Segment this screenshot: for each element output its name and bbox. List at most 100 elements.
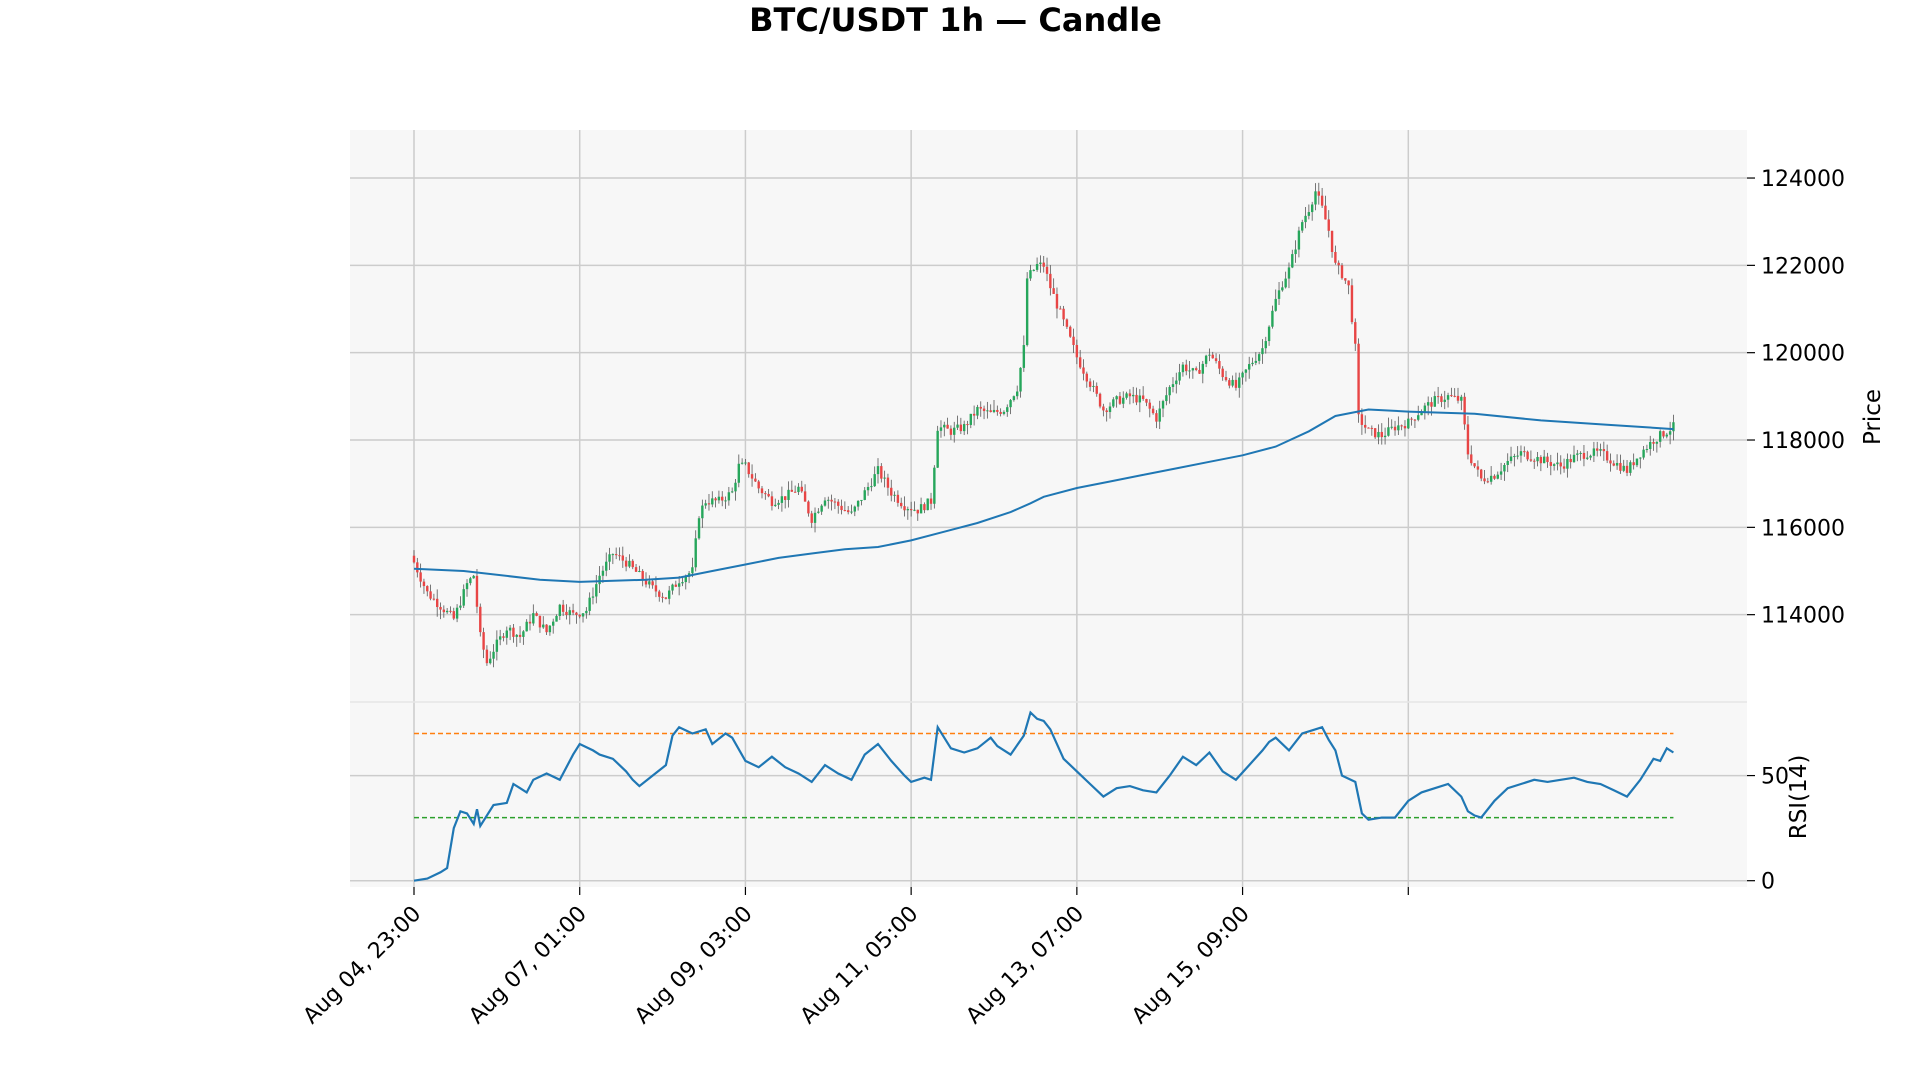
candle-body	[1059, 308, 1062, 310]
candles-layer	[412, 182, 1675, 668]
candle-body	[734, 482, 737, 492]
candle-body	[953, 427, 956, 435]
candle-body	[1052, 288, 1055, 294]
candle-body	[843, 510, 847, 512]
candle-body	[1387, 427, 1390, 436]
candle-body	[923, 504, 926, 511]
candle-body	[1609, 460, 1612, 464]
candle-body	[1211, 354, 1214, 359]
candle-body	[1665, 434, 1669, 437]
candle-body	[1095, 385, 1098, 394]
candle-body	[996, 409, 999, 412]
candle-body	[727, 492, 731, 501]
candle-body	[1489, 475, 1493, 482]
candle-body	[426, 586, 429, 592]
candle-body	[750, 474, 754, 479]
candle-body	[455, 607, 459, 619]
candle-body	[1347, 280, 1350, 286]
candle-body	[532, 613, 535, 624]
candle-body	[860, 499, 863, 501]
candle-body	[1407, 418, 1410, 429]
candle-body	[929, 498, 933, 504]
candle-body	[1642, 449, 1645, 458]
candle-body	[777, 502, 780, 505]
candle-body	[674, 584, 678, 587]
candle-body	[1629, 462, 1632, 473]
candle-body	[654, 585, 658, 592]
candle-body	[837, 501, 840, 506]
candle-body	[1324, 205, 1327, 220]
candle-body	[1562, 466, 1566, 469]
candle-body	[1357, 343, 1360, 415]
candle-body	[853, 506, 857, 512]
candle-body	[535, 613, 538, 616]
candle-body	[671, 584, 674, 591]
candle-body	[976, 406, 979, 416]
candle-body	[797, 486, 800, 493]
candle-body	[1460, 396, 1463, 401]
candle-body	[982, 408, 986, 412]
candle-body	[1443, 399, 1446, 402]
candle-body	[581, 613, 585, 617]
candle-body	[1377, 431, 1380, 438]
candle-body	[522, 631, 525, 637]
candle-body	[492, 651, 495, 659]
candle-body	[1310, 204, 1314, 213]
candle-body	[1032, 269, 1035, 271]
candle-body	[1122, 397, 1125, 404]
candle-body	[1006, 407, 1009, 412]
candle-body	[548, 625, 552, 633]
candle-body	[1582, 452, 1586, 459]
candle-body	[870, 486, 873, 488]
candle-body	[621, 555, 625, 561]
candle-body	[489, 658, 492, 664]
candle-body	[1440, 396, 1443, 402]
candle-body	[502, 636, 505, 638]
candle-body	[1029, 270, 1032, 279]
candle-body	[784, 496, 787, 500]
candle-body	[1370, 427, 1374, 429]
price-tick-label: 118000	[1761, 429, 1845, 454]
candle-body	[485, 649, 489, 664]
candle-body	[452, 611, 455, 619]
candle-body	[1397, 425, 1400, 431]
candle-body	[641, 570, 644, 580]
candle-body	[1549, 462, 1553, 466]
price-tick-label: 114000	[1761, 604, 1845, 629]
candle-body	[774, 504, 777, 506]
candle-body	[508, 627, 512, 631]
candle-body	[1198, 369, 1201, 374]
candle-body	[1423, 405, 1427, 412]
candle-body	[966, 424, 969, 426]
candle-body	[1012, 396, 1016, 401]
candle-body	[1138, 395, 1142, 403]
candle-body	[1188, 370, 1191, 372]
x-tick-label: Aug 11, 05:00	[796, 902, 924, 1030]
candle-body	[1533, 460, 1536, 462]
candle-body	[883, 477, 886, 479]
candle-body	[1360, 414, 1364, 425]
candle-body	[1271, 310, 1274, 327]
candle-body	[1069, 326, 1072, 337]
candle-body	[1337, 262, 1340, 266]
candle-body	[697, 518, 701, 539]
candle-body	[465, 583, 469, 590]
candle-body	[1098, 393, 1102, 407]
candle-body	[1214, 358, 1218, 362]
rsi-tick-label: 0	[1761, 870, 1775, 895]
candle-body	[1042, 262, 1045, 267]
candle-body	[926, 498, 929, 511]
price-tick-label: 124000	[1761, 167, 1845, 192]
candle-body	[542, 624, 545, 628]
candle-body	[1599, 449, 1602, 451]
candle-body	[886, 477, 890, 488]
candle-body	[711, 498, 714, 505]
candle-body	[1218, 361, 1221, 369]
candle-body	[644, 579, 648, 585]
candle-body	[1436, 396, 1440, 398]
candle-body	[1556, 462, 1559, 465]
candle-body	[1576, 453, 1579, 455]
candle-body	[1055, 293, 1059, 309]
candle-body	[833, 501, 837, 503]
